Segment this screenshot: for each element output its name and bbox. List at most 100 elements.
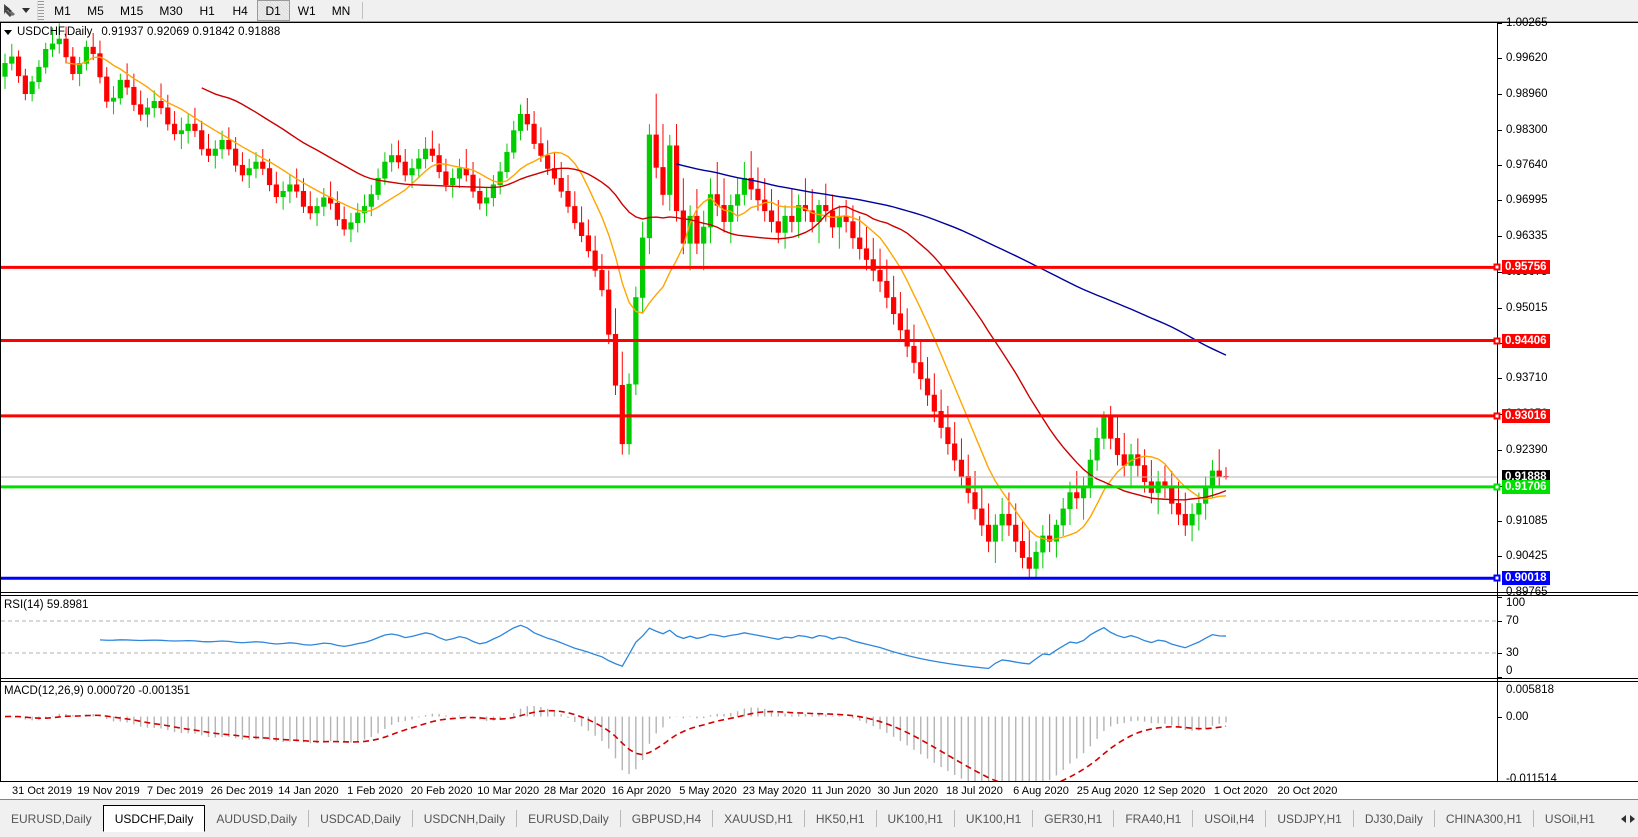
chart-tab-uk100-h1[interactable]: UK100,H1: [965, 811, 1022, 826]
level-drag-handle-support-1[interactable]: [1493, 483, 1501, 491]
crosshair-cursor-icon[interactable]: [3, 3, 18, 19]
level-drag-handle-resistance-1[interactable]: [1493, 263, 1501, 271]
candlestick-series: [2, 23, 1229, 579]
rsi-tick-mark: [1498, 597, 1502, 598]
chart-tab-uk100-h1[interactable]: UK100,H1: [887, 811, 943, 826]
chart-canvas-area[interactable]: USDCHF,Daily 0.91937 0.92069 0.91842 0.9…: [0, 17, 1638, 799]
price-pane[interactable]: [1, 23, 1497, 592]
price-level-tag-resistance-3[interactable]: 0.93016: [1502, 408, 1550, 423]
price-tick-label: 0.95015: [1506, 301, 1548, 314]
price-tick-mark: [1498, 556, 1502, 558]
pane-divider-2: [0, 595, 1638, 596]
macd-signal-line: [4, 709, 1227, 781]
chevron-down-icon[interactable]: [4, 29, 12, 35]
macd-indicator-label: MACD(12,26,9) 0.000720 -0.001351: [4, 685, 191, 697]
arrow-left-icon[interactable]: [1621, 814, 1626, 823]
chart-tab-xauusd-h1[interactable]: XAUUSD,H1: [724, 811, 793, 826]
date-tick-label: 18 Jul 2020: [945, 785, 1003, 797]
price-level-tag-resistance-2[interactable]: 0.94406: [1502, 333, 1550, 348]
chart-tab-usdjpy-h1[interactable]: USDJPY,H1: [1277, 811, 1342, 826]
main-toolbar: M1 M5 M15 M30 H1 H4 D1 W1 MN: [0, 0, 1638, 22]
timeframe-button-w1[interactable]: W1: [297, 3, 316, 18]
timeframe-button-m15[interactable]: M15: [120, 3, 144, 18]
chart-tab-gbpusd-h4[interactable]: GBPUSD,H4: [631, 811, 702, 826]
chart-tab-usdcad-daily[interactable]: USDCAD,Daily: [320, 811, 401, 826]
tab-separator: [1113, 810, 1115, 827]
pane-divider-5: [0, 781, 1638, 782]
timeframe-button-h4[interactable]: H4: [232, 3, 248, 18]
date-tick-label: 10 Mar 2020: [477, 785, 540, 797]
moving-average-1: [201, 87, 1227, 501]
macd-pane[interactable]: [1, 684, 1497, 781]
chart-tab-dj30-daily[interactable]: DJ30,Daily: [1364, 811, 1423, 826]
level-drag-handle-resistance-2[interactable]: [1493, 337, 1501, 344]
date-tick-label: 20 Oct 2020: [1277, 785, 1338, 797]
price-level-tag-support-1[interactable]: 0.91706: [1502, 479, 1550, 494]
moving-average-2: [676, 163, 1227, 356]
chart-tab-audusd-daily[interactable]: AUDUSD,Daily: [216, 811, 298, 826]
chart-tab-usdcnh-daily[interactable]: USDCNH,Daily: [423, 811, 506, 826]
chart-tab-usoil-h1[interactable]: USOil,H1: [1544, 811, 1595, 826]
date-tick-label: 20 Feb 2020: [410, 785, 473, 797]
chart-tab-china300-h1[interactable]: CHINA300,H1: [1445, 811, 1522, 826]
cursor-tool-group[interactable]: [0, 0, 33, 21]
chevron-down-icon[interactable]: [22, 8, 30, 13]
timeframe-button-m5[interactable]: M5: [87, 3, 104, 18]
chart-symbol-header: USDCHF,Daily 0.91937 0.92069 0.91842 0.9…: [4, 26, 280, 38]
timeframe-button-h1[interactable]: H1: [199, 3, 215, 18]
price-scale[interactable]: 1.00265 0.99620 0.98960 0.98300 0.97640 0.969…: [1493, 17, 1638, 785]
price-tick-label: 0.96995: [1506, 194, 1548, 207]
price-tick-mark: [1498, 165, 1502, 167]
tab-scroll-controls[interactable]: [1618, 805, 1638, 832]
date-axis: 31 Oct 2019 19 Nov 2019 7 Dec 2019 26 Dec 2…: [0, 782, 1638, 799]
macd-tick-mark: [1498, 716, 1502, 718]
price-tick-mark: [1498, 23, 1502, 24]
date-tick-label: 12 Sep 2020: [1142, 785, 1206, 797]
price-level-tag-floor-1[interactable]: 0.90018: [1502, 571, 1550, 586]
price-tick-mark: [1498, 271, 1502, 273]
arrow-right-icon[interactable]: [1630, 814, 1635, 823]
rsi-plot: [1, 620, 1497, 670]
moving-average-0: [65, 56, 1227, 541]
chart-top-border: [0, 22, 1638, 23]
timeframe-button-mn[interactable]: MN: [331, 3, 351, 18]
chart-tab-usdchf-daily[interactable]: USDCHF,Daily: [102, 805, 206, 832]
chart-tab-eurusd-daily[interactable]: EURUSD,Daily: [11, 811, 92, 826]
chart-left-border: [0, 22, 1, 782]
price-tick-label: 0.96335: [1506, 230, 1548, 242]
date-tick-label: 19 Nov 2019: [77, 785, 140, 797]
timeframe-button-group: M1 M5 M15 M30 H1 H4 D1 W1 MN: [46, 0, 358, 21]
tab-separator: [803, 810, 805, 827]
price-level-tag-resistance-1[interactable]: 0.95756: [1502, 260, 1550, 275]
level-drag-handle-resistance-3[interactable]: [1493, 412, 1501, 420]
timeframe-button-d1[interactable]: D1: [256, 0, 290, 21]
price-tick-label: 0.99620: [1506, 52, 1548, 64]
date-tick-label: 31 Oct 2019: [12, 785, 72, 797]
chart-tab-ger30-h1[interactable]: GER30,H1: [1044, 811, 1103, 826]
tab-separator: [1352, 810, 1354, 827]
price-plot: [1, 23, 1497, 580]
timeframe-button-m30[interactable]: M30: [159, 3, 183, 18]
chart-tab-fra40-h1[interactable]: FRA40,H1: [1125, 811, 1182, 826]
price-tick-mark: [1498, 236, 1502, 237]
date-tick-label: 25 Aug 2020: [1076, 785, 1139, 797]
rsi-tick-mark: [1498, 621, 1502, 622]
date-tick-label: 26 Dec 2019: [210, 785, 273, 797]
chart-tab-bar: EURUSD,Daily USDCHF,Daily AUDUSD,Daily USDC…: [0, 799, 1638, 837]
rsi-tick-label: 30: [1506, 647, 1519, 659]
chart-tab-usoil-h4[interactable]: USOil,H4: [1204, 811, 1255, 826]
tab-separator: [875, 810, 877, 827]
chart-tab-hk50-h1[interactable]: HK50,H1: [815, 811, 865, 826]
price-tick-label: 0.89765: [1506, 586, 1548, 598]
price-tick-mark: [1498, 58, 1502, 59]
chart-tab-eurusd-daily[interactable]: EURUSD,Daily: [528, 811, 609, 826]
tab-separator: [308, 810, 310, 827]
chart-ohlc-values: 0.91937 0.92069 0.91842 0.91888: [101, 26, 281, 38]
timeframe-button-m1[interactable]: M1: [54, 3, 71, 18]
price-tick-mark: [1498, 307, 1502, 309]
price-tick-label: 0.93710: [1506, 372, 1548, 385]
level-drag-handle-floor-1[interactable]: [1493, 574, 1501, 582]
rsi-pane[interactable]: [1, 597, 1497, 677]
toolbar-grip-icon[interactable]: [37, 1, 44, 21]
price-scale-divider: [1497, 22, 1498, 782]
